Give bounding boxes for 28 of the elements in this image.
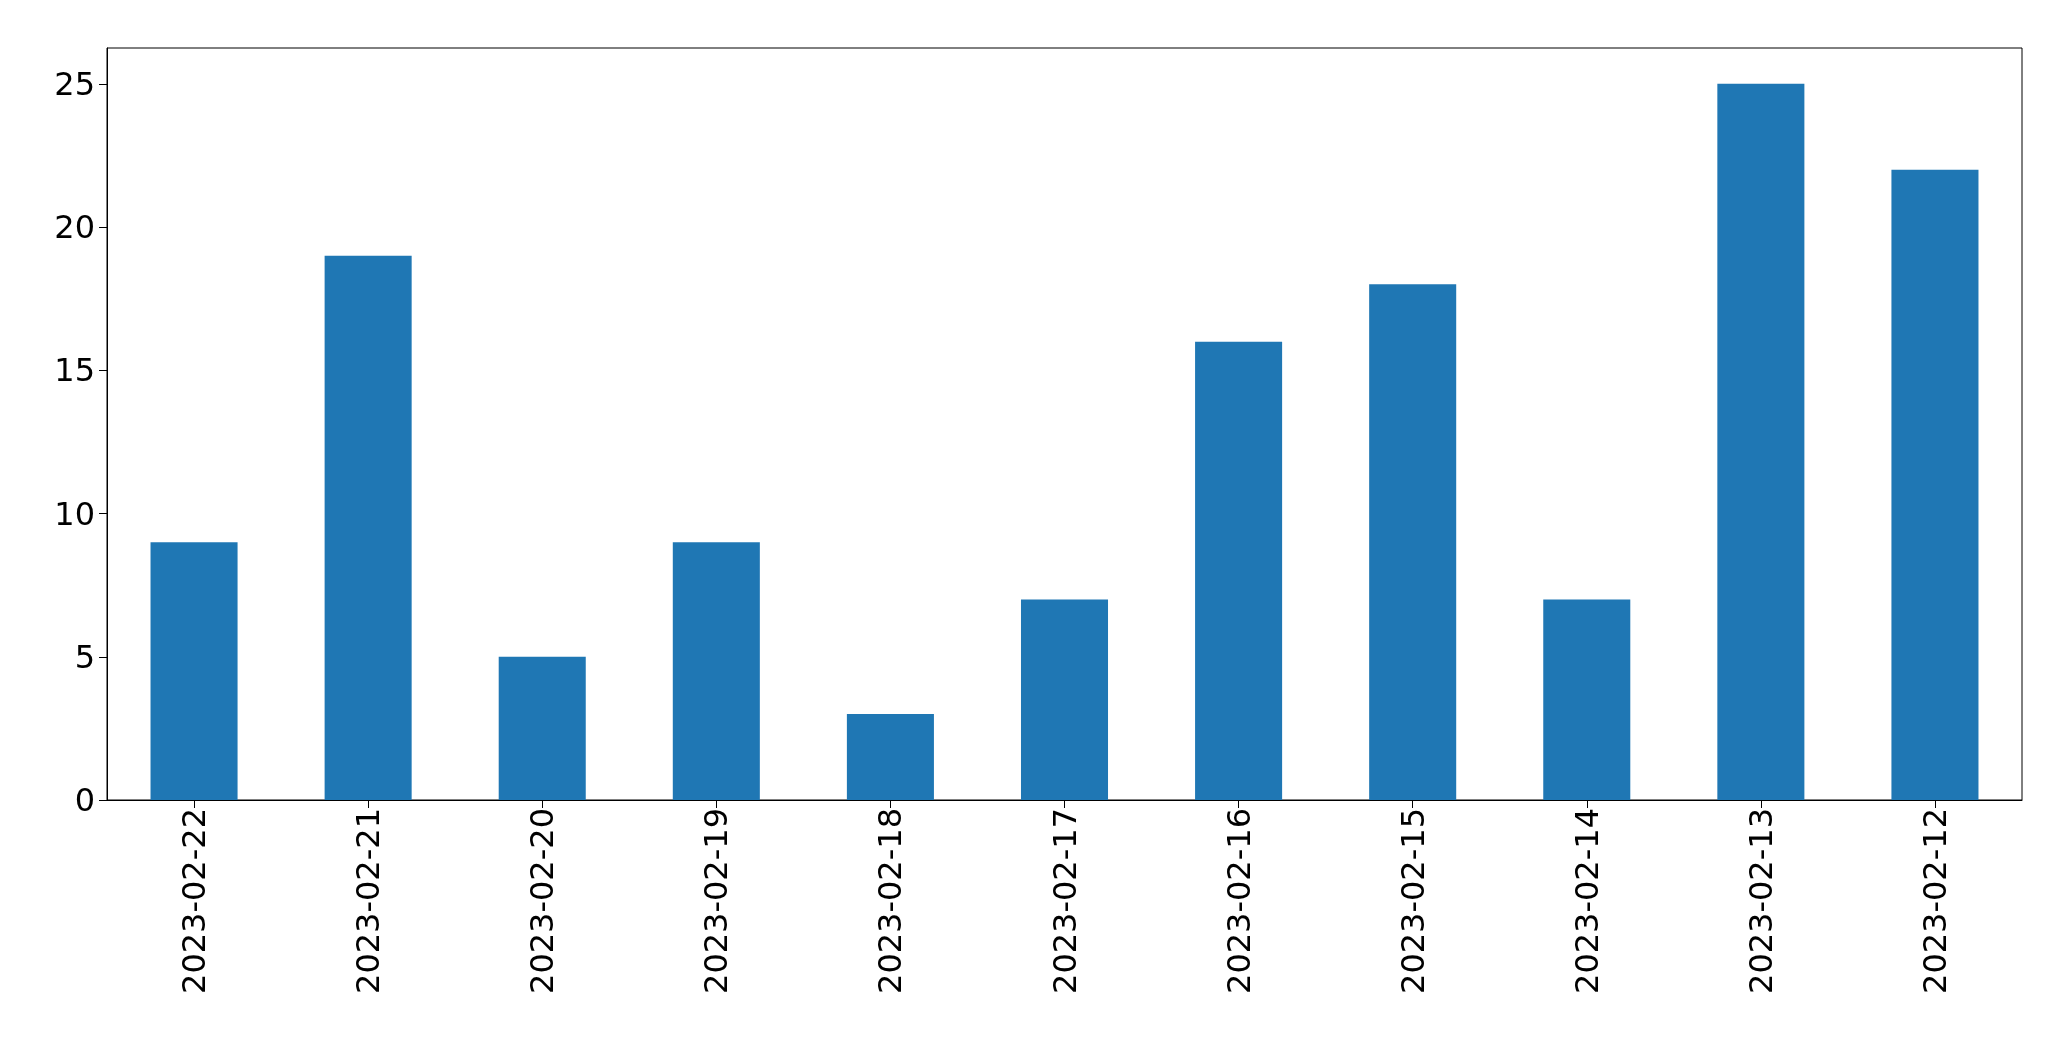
x-tick-label: 2023-02-21 [349,808,388,994]
x-tick-label: 2023-02-16 [1219,808,1258,994]
y-tick-label: 5 [74,637,95,676]
y-tick-label: 25 [54,64,95,103]
x-tick-label: 2023-02-22 [175,808,214,994]
bar [324,255,412,800]
bar [1717,83,1805,800]
x-tick-label: 2023-02-15 [1393,808,1432,994]
bar [1891,169,1979,800]
x-tick-label: 2023-02-17 [1045,808,1084,994]
bar [846,714,934,800]
x-tick-label: 2023-02-13 [1741,808,1780,994]
y-tick-label: 0 [74,781,95,819]
x-tick-label: 2023-02-20 [523,808,562,994]
bar [1543,599,1631,800]
x-tick-label: 2023-02-12 [1915,808,1954,994]
y-tick-label: 15 [54,351,95,390]
bar [150,542,238,800]
x-tick-label: 2023-02-19 [697,808,736,994]
bar [672,542,760,800]
bar [498,656,586,800]
bar [1195,341,1283,800]
y-tick-label: 10 [54,494,95,533]
y-tick-label: 20 [54,208,95,247]
bar [1369,284,1457,800]
bar [1020,599,1109,800]
x-tick-label: 2023-02-14 [1567,808,1606,994]
x-tick-label: 2023-02-18 [871,808,910,994]
